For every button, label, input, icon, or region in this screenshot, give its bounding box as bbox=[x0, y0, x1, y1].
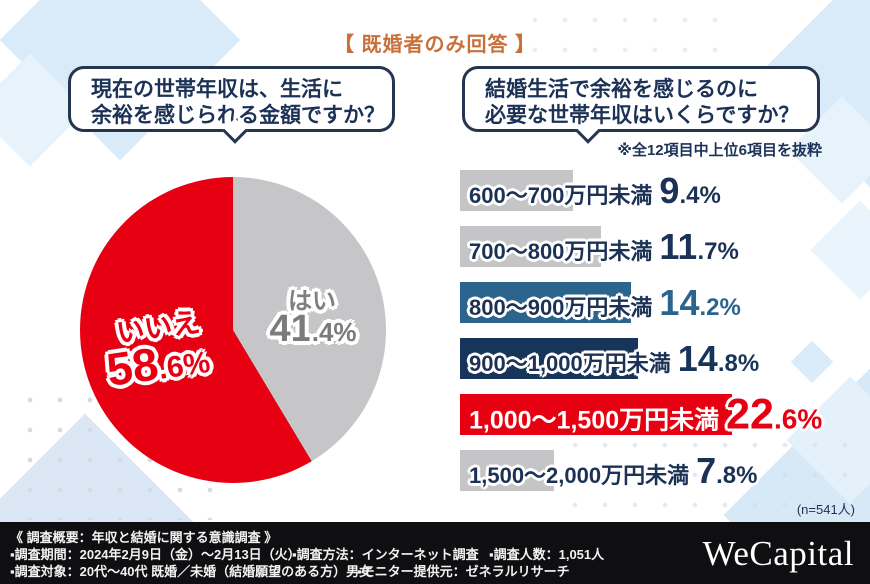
pie-label-yes: はい bbox=[288, 288, 336, 315]
question-text: 結婚生活で余裕を感じるのに 必要な世帯年収はいくらですか？ bbox=[485, 78, 800, 127]
decor-dots bbox=[560, 430, 860, 518]
question-text: 現在の世帯年収は、生活に 余裕を感じられる金額ですか？ bbox=[91, 78, 385, 127]
bar bbox=[460, 170, 573, 211]
bar-label: 800〜900万円未満 bbox=[469, 294, 653, 320]
bar-value: 14.8% bbox=[677, 337, 760, 379]
bar-row: 800〜900万円未満 14.2% bbox=[460, 282, 860, 323]
bar-label: 700〜800万円未満 bbox=[469, 238, 653, 264]
bar-label: 600〜700万円未満 bbox=[469, 182, 653, 208]
bar-row: 1,500〜2,000万円未満 7.8% bbox=[460, 450, 860, 491]
survey-method: ▪調査方法：インターネット調査 bbox=[292, 547, 479, 562]
decor-dots bbox=[520, 5, 720, 53]
bar-value: 11.7% bbox=[659, 225, 739, 267]
question-bubble-needed-income: 結婚生活で余裕を感じるのに 必要な世帯年収はいくらですか？ bbox=[462, 66, 820, 144]
survey-period: ▪調査期間：2024年2月9日（金）〜2月13日（火） bbox=[10, 547, 301, 562]
bar-row: 1,000〜1,500万円未満 22.6% bbox=[460, 390, 860, 438]
bar bbox=[460, 282, 631, 323]
bar-chart: 600〜700万円未満 9.4% 700〜800万円未満 11.7% 800〜900… bbox=[460, 170, 860, 506]
bar-row: 600〜700万円未満 9.4% bbox=[460, 170, 860, 211]
excerpt-note: ※全12項目中上位6項目を抜粋 bbox=[617, 142, 822, 159]
sample-size-note: (n=541人) bbox=[796, 502, 855, 517]
bar-value: 7.8% bbox=[696, 449, 758, 491]
bar bbox=[460, 450, 554, 491]
question-bubble-current-income: 現在の世帯年収は、生活に 余裕を感じられる金額ですか？ bbox=[68, 66, 395, 144]
bar-row: 700〜800万円未満 11.7% bbox=[460, 226, 860, 267]
bar bbox=[460, 226, 601, 267]
bar-label: 1,500〜2,000万円未満 bbox=[469, 462, 690, 488]
bar bbox=[460, 394, 732, 435]
bar bbox=[460, 338, 638, 379]
survey-respondents: ▪調査人数：1,051人 bbox=[489, 547, 605, 562]
bar-value: 14.2% bbox=[659, 281, 741, 323]
bar-value: 22.6% bbox=[726, 390, 823, 438]
survey-summary: 《 調査概要：年収と結婚に関する意識調査 》 bbox=[10, 530, 278, 545]
pie-value-yes: 41.4% bbox=[269, 308, 357, 350]
page-title: 【 既婚者のみ回答 】 bbox=[333, 34, 537, 56]
bar-value: 9.4% bbox=[659, 169, 721, 211]
bar-row: 900〜1,000万円未満 14.8% bbox=[460, 338, 860, 379]
wecapital-logo: WeCapital bbox=[702, 534, 854, 573]
survey-footer: 《 調査概要：年収と結婚に関する意識調査 》 ▪調査期間：2024年2月9日（金… bbox=[0, 522, 870, 584]
bar-label: 1,000〜1,500万円未満 bbox=[469, 406, 720, 434]
bar-label: 900〜1,000万円未満 bbox=[469, 350, 671, 376]
survey-target: ▪調査対象：20代〜40代 既婚／未婚（結婚願望のある方）男女 bbox=[10, 564, 373, 579]
survey-monitor: ▪モニター提供元：ゼネラルリサーチ bbox=[357, 564, 570, 579]
pie-chart bbox=[80, 177, 386, 483]
